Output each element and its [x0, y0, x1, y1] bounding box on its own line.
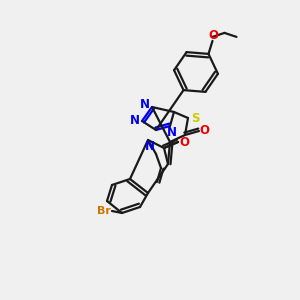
Text: S: S: [191, 112, 199, 124]
Text: N: N: [145, 140, 155, 154]
Text: O: O: [179, 136, 189, 148]
Text: N: N: [167, 125, 177, 139]
Text: N: N: [130, 115, 140, 128]
Text: O: O: [199, 124, 209, 136]
Text: Br: Br: [97, 206, 111, 216]
Text: O: O: [208, 29, 218, 42]
Text: N: N: [140, 98, 150, 112]
